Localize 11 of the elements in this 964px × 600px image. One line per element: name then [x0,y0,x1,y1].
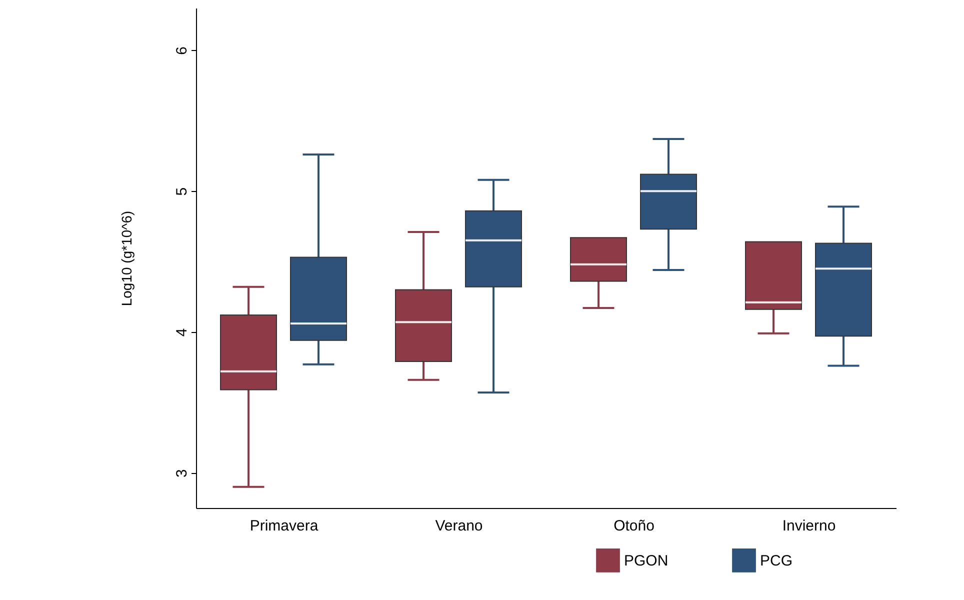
x-tick-label: Invierno [782,518,836,534]
x-tick-label: Primavera [250,518,319,534]
legend-label: PGON [624,552,668,570]
x-tick-label: Otoño [614,518,654,534]
y-tick-label: 6 [174,46,190,55]
y-tick-label: 4 [174,328,190,337]
y-axis-title: Log10 (g*10^6) [118,210,134,306]
legend-label: PCG [760,552,793,570]
x-tick-label: Verano [435,518,483,534]
y-tick-label: 5 [174,187,190,196]
y-tick-label: 3 [174,469,190,478]
